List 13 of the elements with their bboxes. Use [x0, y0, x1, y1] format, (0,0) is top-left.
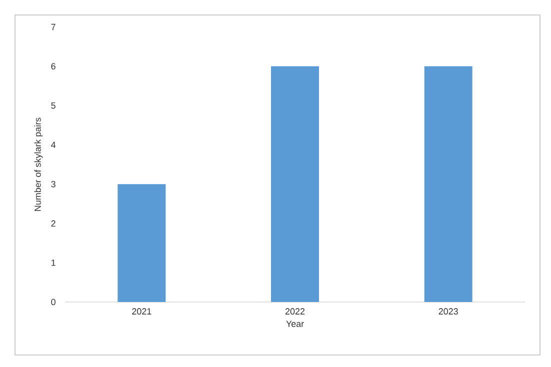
y-tick-label: 6	[51, 63, 56, 70]
x-axis-title: Year	[286, 320, 304, 327]
y-axis-title: Number of skylark pairs	[34, 118, 43, 211]
y-tick-label: 4	[51, 142, 56, 148]
y-tick-label: 0	[51, 298, 56, 306]
y-tick-label: 5	[51, 102, 56, 109]
x-tick-label: 2023	[438, 308, 458, 315]
y-tick-label: 3	[51, 180, 56, 188]
x-tick-label: 2022	[285, 308, 305, 315]
y-tick-label: 1	[52, 260, 56, 266]
y-tick-label: 7	[51, 24, 56, 30]
y-tick-label: 2	[51, 220, 56, 227]
x-tick-label: 2021	[132, 308, 152, 315]
